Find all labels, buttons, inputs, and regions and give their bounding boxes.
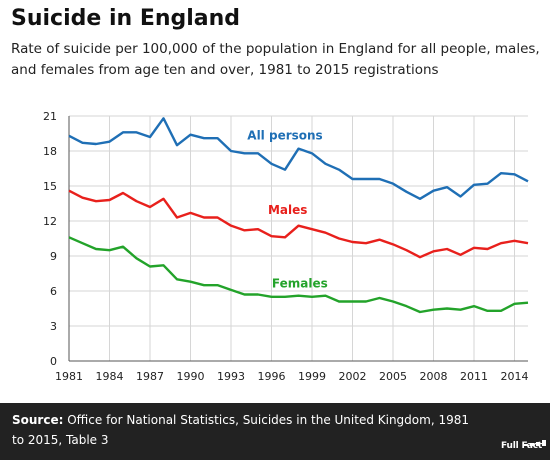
line-chart: 0 3 6 9 12 15 18 21 1981 1984 1987 1990 1993 1996 1999… — [43, 110, 529, 383]
chart-subtitle: Rate of suicide per 100,000 of the popul… — [11, 41, 540, 78]
full-fact-logo: Full Fact — [501, 441, 542, 451]
y-tick-label: 21 — [43, 110, 57, 123]
gridlines — [69, 115, 528, 362]
x-tick-label: 1990 — [177, 370, 205, 383]
y-tick-label: 0 — [50, 355, 57, 368]
series-line-all-persons — [68, 117, 529, 201]
x-tick-label: 1984 — [96, 370, 124, 383]
y-tick-label: 18 — [43, 145, 57, 158]
source-text: Office for National Statistics, Suicides… — [12, 413, 469, 447]
x-tick-label: 1999 — [298, 370, 326, 383]
x-tick-label: 2008 — [420, 370, 448, 383]
y-tick-label: 12 — [43, 215, 57, 228]
logo-bars-icon — [524, 440, 548, 446]
series-label-all-persons: All persons — [247, 128, 322, 142]
series-line-males — [68, 189, 529, 259]
x-tick-label: 1981 — [55, 370, 83, 383]
x-tick-label: 1987 — [136, 370, 164, 383]
source-note: Source: Office for National Statistics, … — [12, 410, 472, 450]
y-tick-label: 9 — [50, 250, 57, 263]
series-label-males: Males — [268, 203, 307, 217]
y-tick-label: 15 — [43, 180, 57, 193]
chart-title: Suicide in England — [11, 6, 241, 31]
series-label-females: Females — [272, 277, 328, 291]
x-tick-label: 2014 — [501, 370, 529, 383]
series-labels: All persons Males Females — [247, 128, 327, 290]
source-label: Source: — [12, 413, 64, 427]
axes: 0 3 6 9 12 15 18 21 1981 1984 1987 1990 1993 1996 1999… — [43, 110, 529, 383]
x-tick-label: 2005 — [379, 370, 407, 383]
y-tick-label: 3 — [50, 320, 57, 333]
x-tick-label: 2002 — [339, 370, 367, 383]
series-lines — [68, 117, 529, 314]
footer-bar: Source: Office for National Statistics, … — [0, 403, 550, 460]
y-tick-label: 6 — [50, 285, 57, 298]
x-tick-label: 1993 — [217, 370, 245, 383]
x-tick-label: 2011 — [460, 370, 488, 383]
series-line-females — [68, 236, 529, 314]
x-tick-label: 1996 — [258, 370, 286, 383]
